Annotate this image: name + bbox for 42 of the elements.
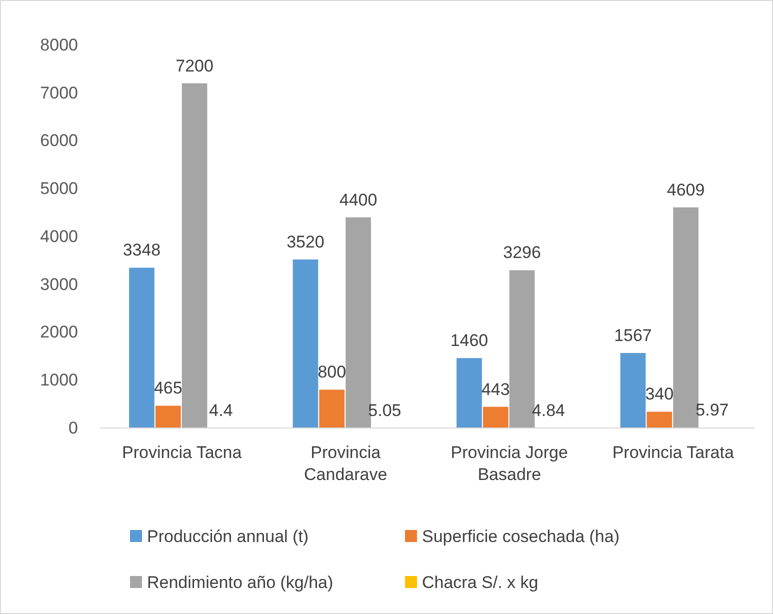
- y-tick-label: 1000: [40, 370, 78, 390]
- bar: [155, 406, 181, 428]
- legend-label: Producción annual (t): [147, 527, 309, 546]
- data-label: 7200: [176, 56, 214, 76]
- bar: [482, 406, 508, 428]
- x-tick-label: Provincia Candarave: [304, 443, 388, 484]
- bar: [292, 259, 318, 428]
- y-tick-label: 2000: [40, 322, 78, 342]
- y-tick-label: 5000: [40, 179, 78, 198]
- data-label: 4.84: [532, 400, 566, 420]
- bar: [673, 207, 698, 428]
- y-tick-label: 7000: [40, 83, 78, 102]
- data-label: 3348: [122, 240, 161, 260]
- legend-label: Rendimiento año (kg/ha): [147, 573, 334, 592]
- data-label: 4609: [666, 180, 705, 200]
- x-tick-label: Provincia Jorge Basadre: [450, 443, 568, 484]
- bar: [129, 268, 154, 428]
- bar: [346, 217, 371, 428]
- x-tick-label: Provincia Tarata: [612, 443, 734, 462]
- data-label: 3296: [503, 243, 541, 262]
- data-label: 3520: [286, 232, 324, 252]
- x-tick-label: Provincia Tacna: [122, 443, 242, 462]
- y-tick-label: 0: [68, 418, 78, 438]
- legend-label: Superficie cosechada (ha): [422, 527, 620, 546]
- y-tick-label: 3000: [40, 274, 78, 294]
- data-label: 5.05: [368, 400, 402, 420]
- data-label: 4.4: [209, 400, 233, 420]
- data-label: 1567: [614, 326, 652, 345]
- data-label: 340: [645, 384, 674, 404]
- data-label: 800: [318, 362, 346, 382]
- data-label: 1460: [450, 331, 488, 350]
- bar: [456, 358, 482, 428]
- y-tick-label: 8000: [40, 35, 78, 54]
- bar: [182, 83, 208, 428]
- bar: [646, 412, 672, 428]
- legend-label: Chacra S/. x kg: [422, 573, 538, 592]
- y-tick-label: 4000: [40, 226, 78, 246]
- bar: [620, 352, 646, 428]
- data-label: 5.97: [696, 400, 729, 420]
- bar: [319, 390, 345, 428]
- y-tick-label: 6000: [40, 131, 78, 150]
- data-label: 4400: [339, 190, 378, 210]
